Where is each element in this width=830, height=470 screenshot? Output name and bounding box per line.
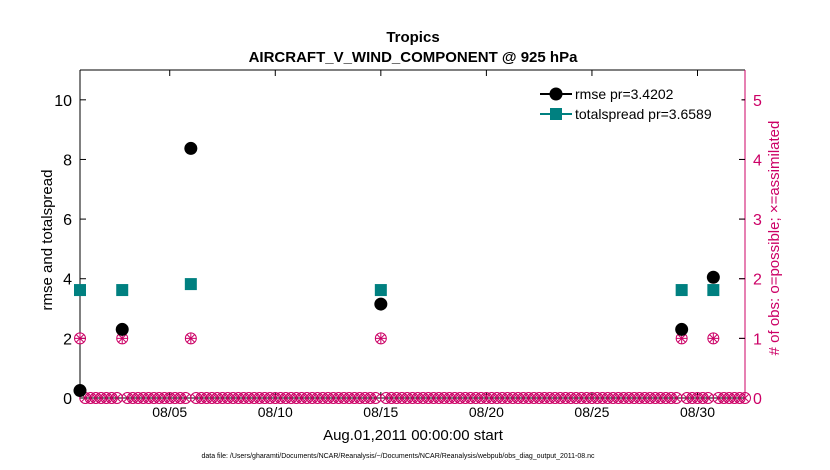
x-axis-ticks: 08/05 08/10 08/15 08/20 08/25 08/30: [152, 70, 715, 420]
x-axis-label: Aug.01,2011 00:00:00 start: [323, 427, 504, 444]
right-tick-label: 1: [753, 331, 762, 348]
obs-assimilated-marker: [181, 393, 190, 403]
right-tick-label: 0: [753, 391, 762, 408]
x-tick-label: 08/20: [469, 404, 504, 420]
series-markers: [73, 141, 720, 398]
legend-spread-marker: [550, 108, 562, 120]
left-tick-label: 6: [63, 212, 72, 229]
right-tick-label: 4: [753, 152, 762, 169]
totalspread-point: [374, 284, 387, 297]
chart-subtitle: AIRCRAFT_V_WIND_COMPONENT @ 925 hPa: [249, 49, 579, 66]
obs-possible-marker: [739, 392, 751, 404]
obs-assimilated-marker: [112, 393, 122, 403]
obs-assimilated-marker: [672, 393, 681, 403]
totalspread-point: [184, 278, 197, 291]
rmse-point: [73, 384, 87, 398]
obs-assimilated-marker: [740, 393, 750, 403]
legend-spread-label: totalspread pr=3.6589: [575, 106, 712, 122]
right-axis-label: # of obs: o=possible; ×=assimilated: [766, 121, 783, 356]
rmse-point: [184, 141, 198, 155]
left-axis-label: rmse and totalspread: [39, 170, 56, 311]
obs-assimilated-marker: [371, 393, 380, 403]
data-file-footnote: data file: /Users/gharamti/Documents/NCA…: [201, 453, 595, 460]
rmse-point: [675, 322, 689, 336]
rmse-point: [374, 297, 388, 311]
x-tick-label: 08/05: [152, 404, 187, 420]
left-tick-label: 4: [63, 272, 72, 289]
x-tick-label: 08/10: [258, 404, 293, 420]
totalspread-point: [675, 284, 688, 297]
x-tick-label: 08/25: [574, 404, 609, 420]
obs-assimilated-marker: [703, 393, 713, 403]
totalspread-point: [74, 284, 86, 297]
legend: rmse pr=3.4202 totalspread pr=3.6589: [532, 77, 742, 127]
right-tick-label: 2: [753, 272, 762, 289]
legend-rmse-marker: [549, 87, 563, 101]
totalspread-point: [116, 284, 129, 297]
totalspread-point: [707, 284, 720, 297]
legend-box: [532, 77, 742, 127]
left-tick-label: 0: [63, 391, 72, 408]
rmse-point: [115, 322, 129, 336]
x-tick-label: 08/30: [680, 404, 715, 420]
chart-title: Tropics: [386, 29, 439, 46]
left-tick-label: 8: [63, 152, 72, 169]
rmse-point: [706, 270, 720, 284]
right-tick-label: 3: [753, 212, 762, 229]
right-tick-label: 5: [753, 93, 762, 110]
left-tick-label: 10: [54, 93, 72, 110]
legend-rmse-label: rmse pr=3.4202: [575, 86, 674, 102]
obs-count-markers: [74, 332, 751, 404]
left-tick-label: 2: [63, 331, 72, 348]
left-axis-ticks: 0 2 4 6 8 10: [54, 93, 745, 408]
x-tick-label: 08/15: [363, 404, 398, 420]
